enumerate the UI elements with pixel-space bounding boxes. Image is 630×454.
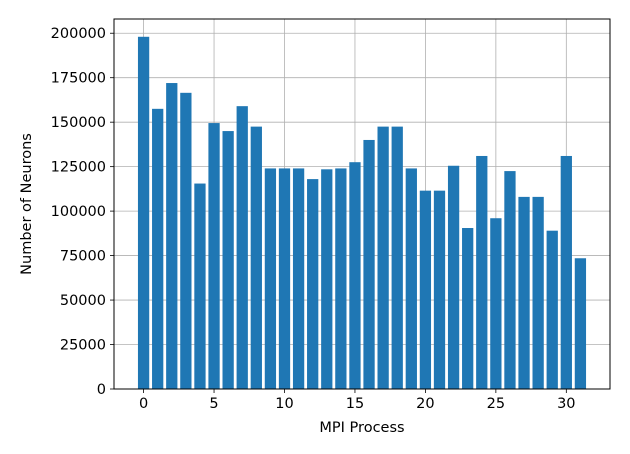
bar-process-30 [560, 155, 572, 389]
bar-process-8 [250, 126, 262, 390]
bar-process-25 [490, 218, 502, 389]
bar-process-7 [236, 106, 248, 390]
bar-process-23 [462, 228, 474, 389]
bar-process-18 [391, 126, 403, 390]
x-tick-label: 25 [487, 396, 505, 412]
bar-process-13 [321, 169, 333, 389]
y-tick-label: 25000 [60, 338, 106, 354]
x-axis-label: MPI Process [319, 420, 404, 436]
y-tick-label: 100000 [51, 204, 106, 220]
x-tick-label: 0 [139, 396, 148, 412]
bar-process-16 [363, 139, 375, 389]
bar-process-21 [433, 190, 446, 389]
x-tick-label: 15 [346, 396, 364, 412]
y-tick-label: 150000 [51, 115, 106, 131]
bar-process-3 [180, 92, 192, 389]
plot-frame [113, 18, 611, 390]
bar-process-0 [137, 36, 150, 390]
bar-process-20 [419, 190, 432, 389]
bar-process-10 [278, 168, 291, 389]
x-tick-label: 10 [275, 396, 293, 412]
bar-process-1 [152, 108, 164, 390]
bar-process-15 [349, 162, 361, 389]
y-axis-label: Number of Neurons [19, 133, 35, 275]
y-tick-label: 125000 [51, 160, 106, 176]
bar-process-22 [447, 165, 460, 389]
bar-process-12 [307, 179, 319, 389]
y-tick-label: 0 [97, 382, 106, 398]
bar-process-29 [546, 230, 558, 389]
bar-process-28 [532, 196, 544, 389]
y-tick-label: 50000 [60, 293, 106, 309]
bars [137, 36, 587, 390]
x-tick-label: 20 [416, 396, 434, 412]
bar-process-26 [504, 171, 516, 389]
bar-process-17 [377, 126, 389, 390]
x-tick-label: 5 [209, 396, 218, 412]
bar-process-5 [208, 123, 220, 389]
bar-process-24 [476, 155, 488, 389]
bar-process-14 [335, 168, 347, 389]
y-tick-label: 200000 [51, 26, 106, 42]
bar-process-11 [292, 168, 305, 389]
x-tick-label: 30 [557, 396, 575, 412]
y-tick-label: 175000 [51, 71, 106, 87]
bar-process-19 [405, 168, 417, 389]
bar-process-27 [518, 196, 530, 389]
y-tick-label: 75000 [60, 249, 106, 265]
bar-process-31 [574, 258, 587, 389]
ticks: 0 5 10 15 20 25 30 0 25000 50000 75000 100000 125000… [51, 26, 576, 412]
bar-process-2 [166, 83, 178, 390]
bar-process-9 [264, 168, 277, 389]
bar-process-4 [194, 183, 206, 389]
bar-process-6 [222, 131, 234, 389]
axes [113, 18, 611, 390]
